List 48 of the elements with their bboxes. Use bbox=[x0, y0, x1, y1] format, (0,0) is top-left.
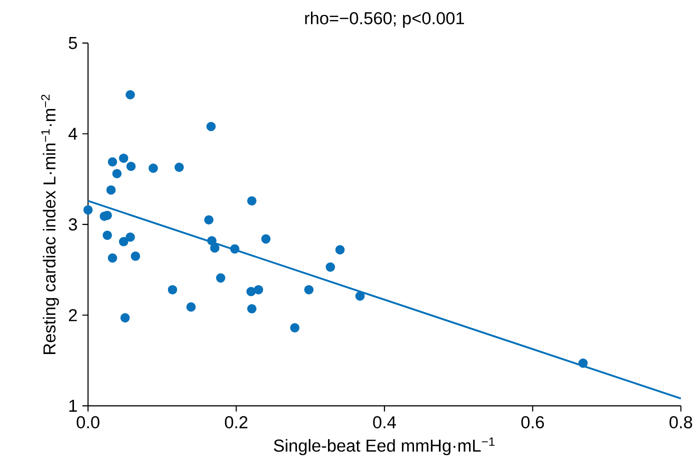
point bbox=[207, 236, 216, 246]
point bbox=[216, 273, 226, 283]
point bbox=[304, 285, 314, 294]
point bbox=[355, 292, 365, 301]
point bbox=[261, 234, 271, 244]
point bbox=[247, 196, 256, 206]
point bbox=[106, 185, 116, 195]
x-tick-label: 0.0 bbox=[76, 416, 100, 428]
y-tick-label: 5 bbox=[68, 37, 77, 50]
point bbox=[126, 162, 136, 172]
point bbox=[168, 285, 178, 294]
x-tick-label: 0.8 bbox=[670, 416, 692, 428]
point bbox=[247, 304, 256, 314]
point bbox=[254, 285, 264, 294]
point bbox=[230, 244, 240, 254]
point bbox=[130, 252, 140, 261]
point bbox=[174, 162, 184, 172]
x-tick-label: 0.4 bbox=[373, 416, 396, 428]
point bbox=[126, 232, 135, 242]
y-tick-label: 3 bbox=[68, 218, 77, 231]
point bbox=[118, 237, 128, 246]
y-tick-label: 1 bbox=[69, 400, 77, 412]
point bbox=[118, 154, 128, 163]
point bbox=[335, 245, 345, 255]
point bbox=[126, 90, 135, 100]
point bbox=[148, 164, 158, 173]
point bbox=[102, 230, 112, 240]
point bbox=[206, 122, 216, 132]
point bbox=[204, 215, 214, 225]
point bbox=[290, 323, 300, 333]
x-tick-label: 0.2 bbox=[224, 416, 248, 428]
point bbox=[326, 262, 336, 272]
point bbox=[108, 253, 118, 263]
x-tick-label: 0.6 bbox=[521, 416, 544, 428]
y-tick-label: 2 bbox=[68, 309, 77, 322]
point bbox=[186, 302, 196, 312]
point bbox=[102, 210, 112, 220]
point bbox=[108, 157, 118, 167]
point bbox=[246, 286, 256, 296]
y-tick-label: 4 bbox=[68, 128, 78, 140]
point bbox=[120, 313, 130, 323]
point bbox=[112, 169, 122, 178]
point bbox=[83, 205, 93, 215]
point bbox=[210, 243, 220, 253]
chart-title: rho=−0.560; p<0.001 bbox=[305, 12, 464, 28]
y-axis-title: Resting cardiac index L·min$^{−1}$·m$^{−2}$ bbox=[41, 94, 59, 354]
x-axis-title: Single-beat Eed mmHg·mL$^{−1}$ bbox=[274, 438, 495, 456]
point bbox=[578, 358, 588, 368]
